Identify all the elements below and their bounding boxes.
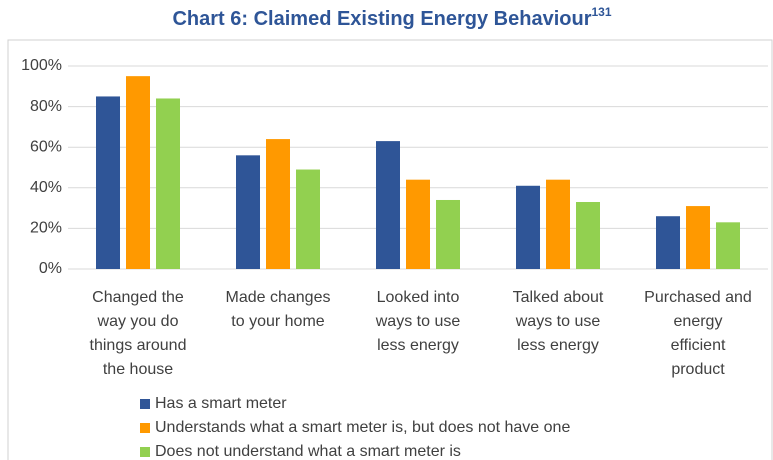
bar	[546, 179, 570, 269]
bar	[126, 76, 150, 270]
bar	[376, 141, 400, 269]
bar	[686, 206, 710, 269]
bar	[156, 98, 180, 269]
legend-label: Does not understand what a smart meter i…	[155, 443, 461, 460]
chart-title: Chart 6: Claimed Existing Energy Behavio…	[172, 5, 611, 30]
x-tick-label: Changed the way you do things around the ho…	[90, 289, 187, 378]
bar	[96, 96, 120, 269]
bar	[296, 169, 320, 269]
bar	[656, 216, 680, 269]
y-tick-label: 100%	[21, 57, 62, 74]
y-tick-label: 20%	[30, 220, 62, 237]
legend-swatch	[140, 399, 150, 409]
legend-swatch	[140, 423, 150, 433]
x-tick-label: Purchased and energy efficient product	[644, 289, 752, 378]
title-superscript: 131	[591, 5, 611, 19]
bar	[516, 185, 540, 269]
x-tick-label: Looked into ways to use less energy	[375, 289, 461, 354]
legend-swatch	[140, 447, 150, 457]
bar	[266, 139, 290, 269]
y-tick-label: 40%	[30, 179, 62, 196]
chart-frame	[7, 39, 773, 460]
bar	[406, 179, 430, 269]
x-tick-label: Made changes to your home	[226, 289, 331, 330]
y-tick-label: 60%	[30, 138, 62, 155]
legend-label: Understands what a smart meter is, but d…	[155, 419, 570, 436]
title-text: Chart 6: Claimed Existing Energy Behavio…	[172, 8, 591, 30]
legend-label: Has a smart meter	[155, 395, 287, 412]
bar	[716, 222, 740, 269]
y-tick-label: 0%	[39, 260, 62, 277]
bar	[236, 155, 260, 269]
y-tick-label: 80%	[30, 98, 62, 115]
x-tick-label: Talked about ways to use less energy	[513, 289, 604, 354]
bar	[576, 202, 600, 269]
bar	[436, 199, 460, 269]
